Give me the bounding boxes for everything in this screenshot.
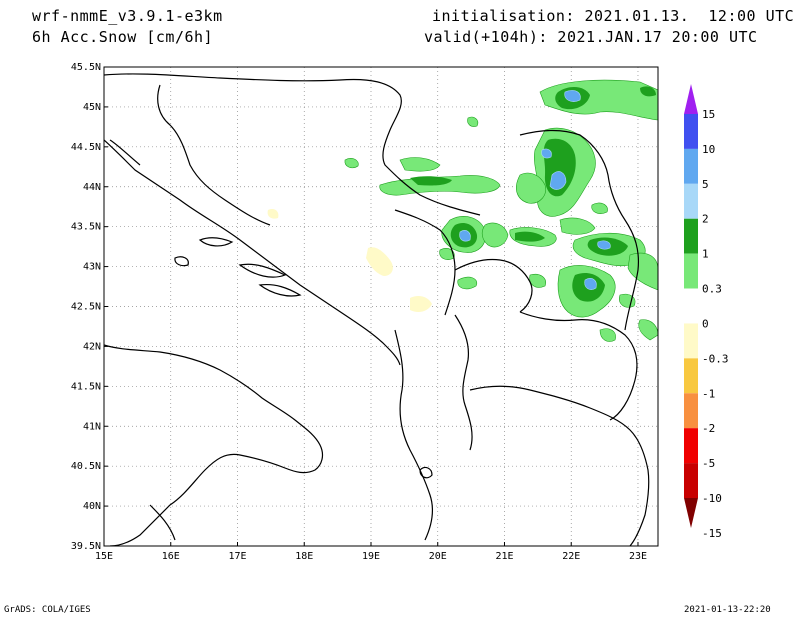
lon-tick-label: 16E [162, 551, 180, 562]
colorbar-box [684, 428, 698, 464]
colorbar-box [684, 183, 698, 219]
northern-border [104, 73, 481, 216]
colorbar-label: -0.3 [702, 352, 729, 365]
lon-tick-label: 18E [295, 551, 313, 562]
italy-coast [104, 344, 324, 546]
lon-tick-label: 19E [362, 551, 380, 562]
snow-light-areas [344, 79, 658, 342]
lat-tick-label: 45.5N [71, 62, 101, 73]
island-4 [174, 256, 189, 267]
island-2 [238, 263, 287, 278]
colorbar-box [684, 323, 698, 359]
axis-ticks: 45.5N 45N 44.5N 44N 43.5N 43N 42.5N 42N 41.5N 41N… [71, 62, 647, 562]
lat-tick-label: 40N [83, 501, 101, 512]
lat-tick-label: 39.5N [71, 541, 101, 552]
snow-field [267, 79, 658, 342]
mk-border [519, 311, 638, 421]
footer-credit: GrADS: COLA/IGES [4, 605, 91, 615]
lat-tick-label: 44.5N [71, 142, 101, 153]
lat-tick-label: 43.5N [71, 222, 101, 233]
lat-tick-label: 42N [83, 341, 101, 352]
albania-east [454, 314, 473, 451]
snow-negative-areas [267, 208, 432, 312]
adriatic-east-coast [104, 139, 401, 366]
lake [419, 466, 433, 479]
colorbar-label: 1 [702, 248, 709, 261]
colorbar-label: -2 [702, 422, 715, 435]
colorbar-label: 5 [702, 178, 709, 191]
colorbar-box [684, 148, 698, 184]
island-5 [109, 139, 141, 166]
colorbar-label: -5 [702, 457, 715, 470]
colorbar-label: 0.3 [702, 283, 722, 296]
serbia-border [394, 209, 456, 316]
colorbar-box [684, 114, 698, 149]
lat-tick-label: 41N [83, 421, 101, 432]
lon-tick-label: 17E [228, 551, 246, 562]
colorbar-label: 15 [702, 108, 715, 121]
lon-tick-label: 20E [429, 551, 447, 562]
coastlines-borders [104, 73, 650, 546]
lat-tick-label: 43N [83, 262, 101, 273]
snow-heavy-areas [459, 90, 611, 290]
island-3 [258, 283, 302, 297]
lat-tick-label: 41.5N [71, 381, 101, 392]
colorbar: 15 10 5 2 1 0.3 0 -0.3 -1 -2 -5 -10 -15 [684, 84, 729, 540]
colorbar-box [684, 393, 698, 429]
snow-medium-areas [410, 86, 656, 302]
east-border [519, 129, 640, 331]
italy-heel [149, 504, 176, 541]
bih-border [157, 84, 271, 226]
lon-tick-label: 21E [495, 551, 513, 562]
colorbar-label: -15 [702, 527, 722, 540]
colorbar-box [684, 463, 698, 498]
footer-timestamp: 2021-01-13-22:20 [684, 605, 771, 615]
lat-tick-label: 44N [83, 182, 101, 193]
colorbar-label: 10 [702, 143, 715, 156]
lon-tick-label: 23E [629, 551, 647, 562]
colorbar-bottom-arrow [684, 498, 698, 528]
colorbar-box [684, 218, 698, 254]
colorbar-label: -10 [702, 492, 722, 505]
lon-tick-label: 22E [562, 551, 580, 562]
colorbar-top-arrow [684, 84, 698, 114]
island-1 [198, 237, 234, 247]
colorbar-label: 2 [702, 213, 709, 226]
valid-time: valid(+104h): 2021.JAN.17 20:00 UTC [424, 28, 758, 46]
lat-tick-label: 42.5N [71, 302, 101, 313]
colorbar-box [684, 358, 698, 394]
colorbar-label: 0 [702, 317, 709, 330]
lat-tick-label: 40.5N [71, 461, 101, 472]
kosovo-border [454, 258, 533, 313]
field-title: 6h Acc.Snow [cm/6h] [32, 28, 214, 46]
init-time: initialisation: 2021.01.13. 12:00 UTC [432, 7, 795, 25]
greece-coast [469, 385, 650, 546]
colorbar-box [684, 253, 698, 289]
albania-border [394, 329, 434, 541]
lon-tick-label: 15E [95, 551, 113, 562]
colorbar-box [684, 288, 698, 324]
colorbar-label: -1 [702, 387, 715, 400]
lat-tick-label: 45N [83, 102, 101, 113]
model-title: wrf-nmmE_v3.9.1-e3km [32, 7, 223, 25]
